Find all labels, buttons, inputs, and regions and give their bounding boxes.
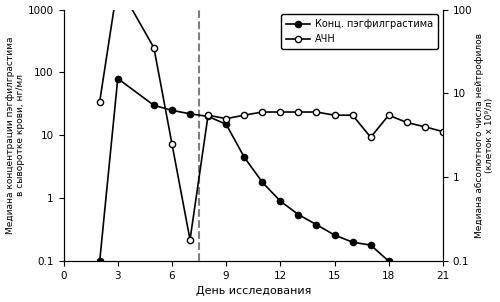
Конц. пэгфилграстима: [151, 104, 157, 107]
Y-axis label: Медиана концентрации пэгфилграстима
в сыворотке крови, нг/мл: Медиана концентрации пэгфилграстима в сы…: [6, 37, 25, 234]
АЧН: [223, 117, 229, 120]
АЧН: [368, 136, 374, 139]
Конц. пэгфилграстима: [115, 77, 121, 80]
АЧН: [205, 113, 211, 117]
Конц. пэгфилграстима: [332, 233, 338, 237]
Line: АЧН: АЧН: [96, 0, 446, 243]
АЧН: [296, 110, 302, 114]
Конц. пэгфилграстима: [260, 180, 266, 184]
АЧН: [241, 113, 247, 117]
X-axis label: День исследования: День исследования: [196, 286, 311, 297]
АЧН: [169, 142, 175, 146]
АЧН: [422, 125, 428, 129]
АЧН: [314, 110, 320, 114]
АЧН: [96, 100, 102, 103]
АЧН: [278, 110, 283, 114]
Конц. пэгфилграстима: [314, 223, 320, 226]
Конц. пэгфилграстима: [278, 199, 283, 203]
Legend: Конц. пэгфилграстима, АЧН: Конц. пэгфилграстима, АЧН: [281, 14, 438, 49]
Конц. пэгфилграстима: [205, 114, 211, 118]
Конц. пэгфилграстима: [386, 259, 392, 263]
Конц. пэгфилграстима: [241, 155, 247, 159]
АЧН: [350, 113, 356, 117]
АЧН: [187, 238, 193, 242]
АЧН: [332, 113, 338, 117]
Конц. пэгфилграстима: [296, 213, 302, 216]
АЧН: [440, 130, 446, 133]
АЧН: [404, 121, 410, 124]
Конц. пэгфилграстима: [223, 122, 229, 126]
Конц. пэгфилграстима: [169, 108, 175, 112]
Line: Конц. пэгфилграстима: Конц. пэгфилграстима: [96, 76, 392, 264]
Y-axis label: Медиана абсолютного числа нейтрофилов
(клеток х 10⁹/л): Медиана абсолютного числа нейтрофилов (к…: [475, 33, 494, 238]
АЧН: [386, 113, 392, 117]
Конц. пэгфилграстима: [96, 259, 102, 263]
Конц. пэгфилграстима: [368, 243, 374, 247]
АЧН: [260, 110, 266, 114]
Конц. пэгфилграстима: [187, 112, 193, 116]
АЧН: [151, 46, 157, 50]
Конц. пэгфилграстима: [350, 240, 356, 244]
